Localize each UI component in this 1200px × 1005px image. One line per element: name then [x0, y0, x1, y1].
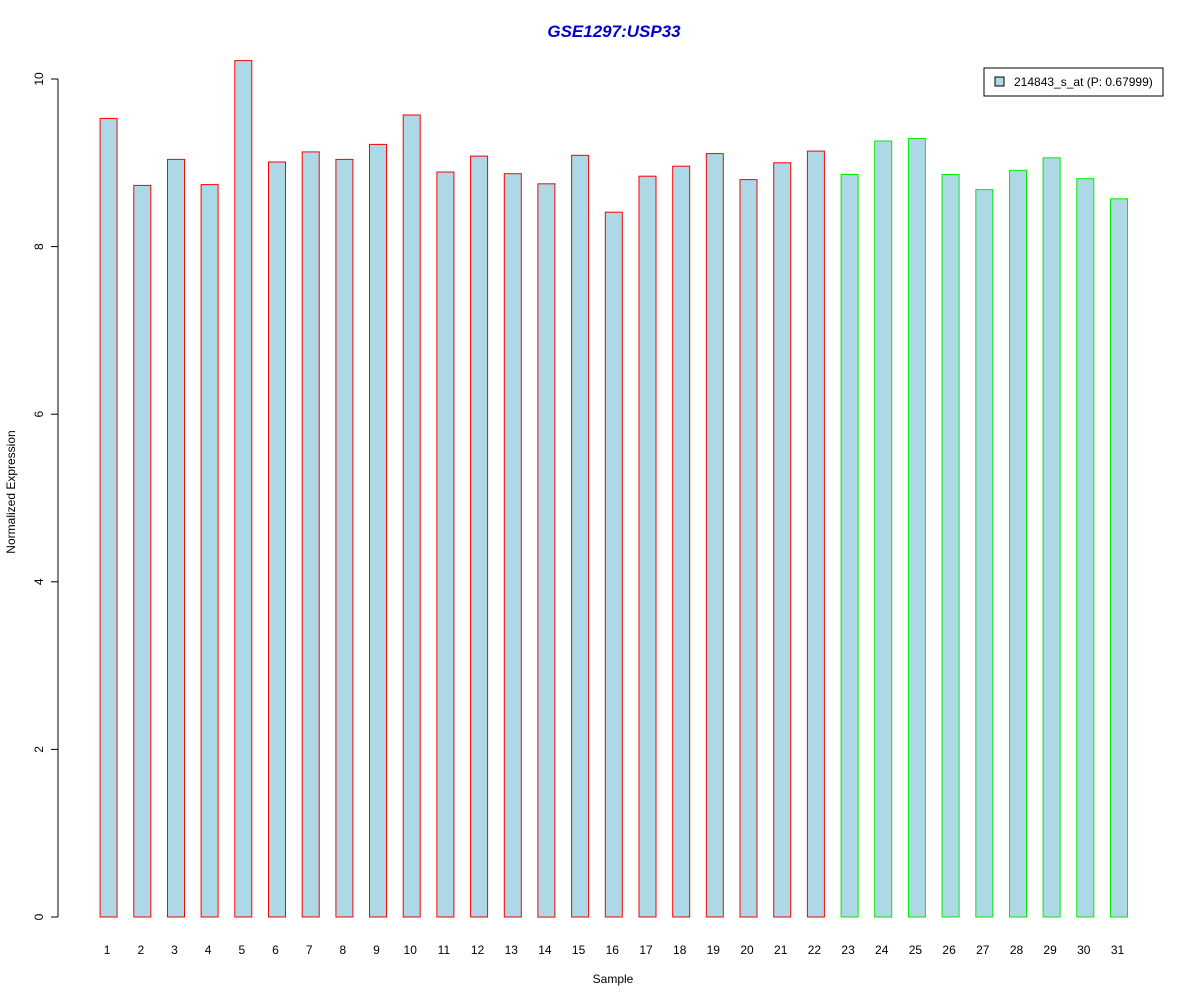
y-tick-label: 2: [32, 746, 46, 753]
bar: [402, 114, 421, 918]
x-tick-label: 24: [875, 943, 889, 957]
bar: [133, 184, 152, 918]
bar: [1042, 157, 1061, 918]
x-tick-label: 10: [404, 943, 418, 957]
x-tick-label: 15: [572, 943, 586, 957]
x-tick-label: 1: [104, 943, 111, 957]
bar: [335, 158, 354, 918]
bar: [470, 155, 489, 918]
bar: [1110, 198, 1128, 918]
x-tick-label: 3: [171, 943, 178, 957]
bar: [604, 211, 623, 918]
bar: [234, 60, 253, 918]
y-tick-label: 10: [32, 72, 46, 86]
x-tick-label: 27: [976, 943, 990, 957]
x-tick-label: 31: [1111, 943, 1125, 957]
x-tick-label: 13: [505, 943, 519, 957]
bar: [200, 184, 219, 918]
bar: [99, 117, 118, 918]
x-tick-label: 9: [373, 943, 380, 957]
x-tick-label: 14: [538, 943, 552, 957]
y-tick-label: 8: [32, 243, 46, 250]
bar: [773, 162, 792, 918]
bar: [705, 153, 724, 918]
bar: [369, 143, 387, 918]
x-tick-label: 23: [841, 943, 855, 957]
bar: [167, 158, 185, 918]
legend-box: [983, 67, 1164, 97]
bar: [537, 183, 556, 918]
x-tick-label: 21: [774, 943, 788, 957]
x-tick-labels: 1 2 3 4 5 6 7 8 9 10 11 12 13 14 15 16 17 18 19 20 21 22 23 24 2…: [104, 943, 1125, 957]
bar: [638, 175, 657, 918]
bar: [806, 150, 825, 918]
y-tick-label: 6: [32, 411, 46, 418]
x-tick-label: 7: [306, 943, 313, 957]
bar: [571, 154, 590, 918]
bar: [975, 189, 994, 918]
x-tick-label: 12: [471, 943, 485, 957]
y-tick-label: 4: [32, 578, 46, 585]
x-tick-label: 20: [740, 943, 754, 957]
y-axis-label: Normalized Expression: [4, 430, 18, 553]
x-tick-label: 6: [272, 943, 279, 957]
x-tick-label: 25: [909, 943, 923, 957]
legend-swatch: [994, 76, 1005, 87]
bar: [739, 179, 758, 918]
x-tick-label: 5: [238, 943, 245, 957]
bar: [672, 165, 691, 918]
x-tick-label: 19: [707, 943, 721, 957]
bar: [840, 174, 859, 918]
bar: [907, 138, 926, 918]
x-tick-label: 22: [808, 943, 822, 957]
bar-group: [99, 60, 1128, 918]
bar: [1009, 169, 1027, 918]
bar: [268, 161, 286, 918]
x-axis-label: Sample: [593, 972, 634, 986]
x-tick-label: 29: [1043, 943, 1057, 957]
x-tick-label: 26: [942, 943, 956, 957]
legend: 214843_s_at (P: 0.67999): [983, 67, 1164, 97]
bar: [1076, 178, 1095, 918]
bar: [503, 173, 522, 918]
bar: [874, 140, 893, 918]
x-tick-label: 8: [340, 943, 347, 957]
x-tick-label: 17: [639, 943, 653, 957]
legend-label: 214843_s_at (P: 0.67999): [1014, 75, 1153, 89]
y-tick-label: 0: [32, 913, 46, 920]
x-tick-label: 2: [137, 943, 144, 957]
x-tick-label: 18: [673, 943, 687, 957]
x-tick-label: 16: [606, 943, 620, 957]
x-tick-label: 28: [1010, 943, 1024, 957]
chart-title: GSE1297:USP33: [547, 22, 681, 41]
x-tick-label: 30: [1077, 943, 1091, 957]
bar: [301, 151, 320, 918]
bar: [436, 171, 455, 918]
x-tick-label: 11: [438, 943, 451, 957]
x-tick-label: 4: [205, 943, 212, 957]
y-axis: 0 2 4 6 8 10: [32, 72, 59, 920]
bar: [941, 174, 960, 918]
